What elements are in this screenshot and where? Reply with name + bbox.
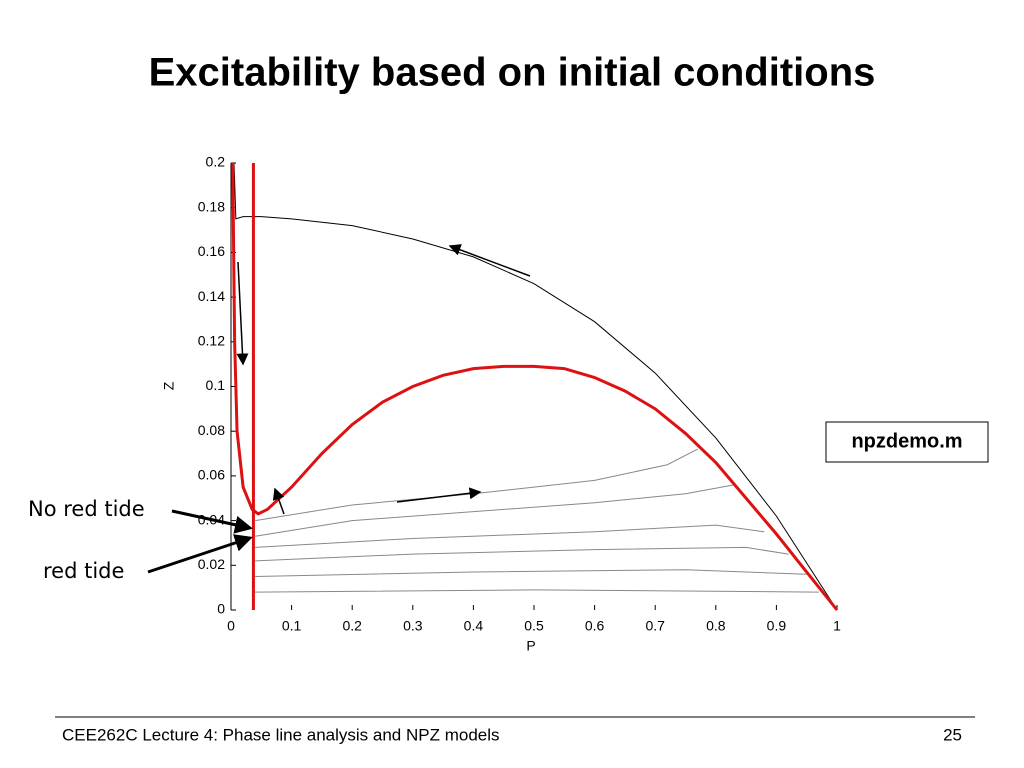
direction-arrow: [396, 487, 482, 503]
x-tick-label: 0: [227, 618, 235, 634]
x-tick-label: 0.8: [706, 618, 726, 634]
annotation: npzdemo.m: [851, 430, 962, 452]
chart-title: Excitability based on initial conditions: [149, 51, 876, 95]
direction-arrow: [448, 244, 531, 277]
y-tick-label: 0.08: [198, 422, 225, 438]
annotation: red tide: [43, 559, 124, 583]
x-tick-label: 0.7: [645, 618, 665, 634]
footer-text: CEE262C Lecture 4: Phase line analysis a…: [62, 725, 500, 744]
trajectory: [233, 162, 838, 611]
direction-arrow: [272, 487, 285, 515]
annotation: No red tide: [28, 497, 145, 521]
y-tick-label: 0: [217, 601, 225, 617]
trajectory: [255, 569, 807, 577]
x-tick-label: 0.3: [403, 618, 423, 634]
trajectory: [255, 448, 698, 522]
page-number: 25: [943, 725, 962, 744]
trajectory: [255, 524, 765, 548]
x-tick-label: 0.1: [282, 618, 302, 634]
y-tick-label: 0.12: [198, 333, 225, 349]
y-tick-label: 0.18: [198, 198, 225, 214]
plot: 00.020.040.060.080.10.120.140.160.180.20…: [198, 154, 841, 634]
x-tick-label: 0.9: [767, 618, 787, 634]
y-tick-label: 0.16: [198, 243, 225, 259]
x-tick-label: 0.6: [585, 618, 605, 634]
trajectory: [255, 484, 735, 537]
x-tick-label: 0.4: [464, 618, 484, 634]
y-tick-label: 0.2: [206, 154, 226, 170]
pointer-arrow: [147, 534, 253, 574]
y-tick-label: 0.06: [198, 467, 225, 483]
y-axis-label: Z: [161, 381, 177, 390]
y-tick-label: 0.02: [198, 556, 225, 572]
annotation-box: [825, 421, 989, 463]
x-axis-label: P: [526, 638, 535, 654]
trajectory: [255, 546, 789, 562]
trajectory: [255, 589, 819, 593]
x-tick-label: 0.2: [342, 618, 362, 634]
pointer-arrow: [171, 509, 253, 534]
x-tick-label: 0.5: [524, 618, 544, 634]
x-tick-label: 1: [833, 618, 841, 634]
y-tick-label: 0.1: [206, 377, 226, 393]
trajectory: [231, 162, 839, 611]
direction-arrow: [236, 261, 249, 366]
y-tick-label: 0.14: [198, 288, 225, 304]
